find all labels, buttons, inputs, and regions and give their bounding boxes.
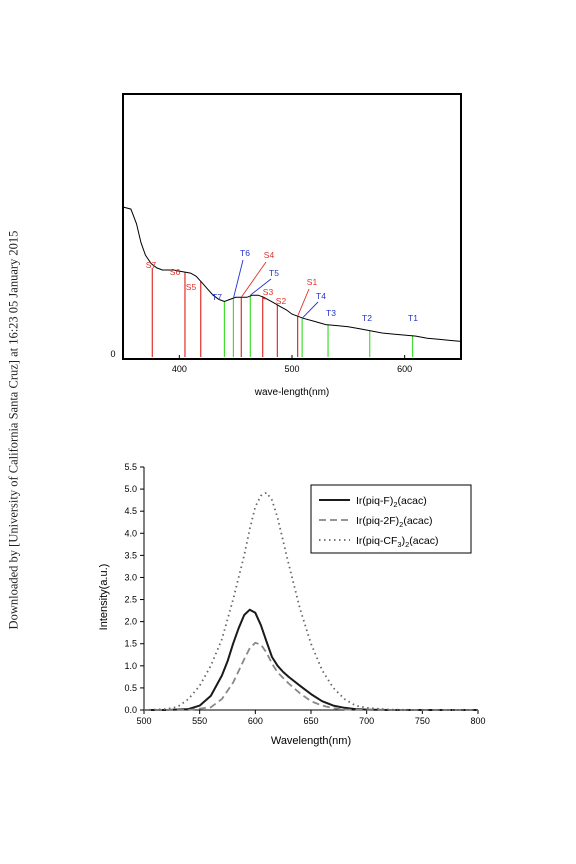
- x-tick-label: 750: [415, 716, 430, 726]
- x-tick-label: 800: [470, 716, 485, 726]
- y-tick-label: 3.5: [124, 550, 137, 560]
- absorption-curve: [122, 206, 462, 342]
- y-tick-label: 1.5: [124, 639, 137, 649]
- y-tick-label: 0: [110, 349, 115, 359]
- x-tick-label: 500: [136, 716, 151, 726]
- legend-label-2: Ir(piq-2F)2(acac): [356, 515, 433, 529]
- pointer-line: [240, 261, 267, 298]
- singlet-label-s6: S6: [170, 267, 181, 277]
- pointer-line: [262, 297, 267, 300]
- x-axis-label: wave-length(nm): [254, 387, 329, 398]
- series-line-1: [144, 608, 478, 711]
- series-line-3: [143, 491, 478, 711]
- pointer-line: [232, 259, 244, 299]
- x-tick-label: 650: [303, 716, 318, 726]
- legend-box: [310, 484, 472, 554]
- triplet-label-t3: T3: [326, 308, 336, 318]
- x-tick-label: 400: [172, 364, 187, 374]
- x-tick-label: 600: [248, 716, 263, 726]
- triplet-label-t7: T7: [212, 292, 222, 302]
- series-line-2: [144, 641, 478, 711]
- y-axis-label: Intensity(a.u.): [98, 564, 110, 631]
- x-tick-label: 500: [284, 364, 299, 374]
- y-tick-label: 5.5: [124, 462, 137, 472]
- triplet-label-t4: T4: [316, 291, 326, 301]
- pointer-line: [297, 288, 310, 317]
- y-tick-label: 0.5: [124, 683, 137, 693]
- triplet-label-t6: T6: [240, 248, 250, 258]
- y-tick-label: 2.5: [124, 595, 137, 605]
- y-tick-label: 4.5: [124, 506, 137, 516]
- singlet-label-s1: S1: [307, 277, 318, 287]
- legend-label-3: Ir(piq-CF3)2(acac): [356, 535, 438, 549]
- pointer-line: [250, 278, 272, 296]
- singlet-label-s4: S4: [264, 250, 275, 260]
- x-tick-label: 600: [397, 364, 412, 374]
- x-axis-label: Wavelength(nm): [271, 735, 351, 747]
- y-tick-label: 2.0: [124, 617, 137, 627]
- x-tick-label: 550: [192, 716, 207, 726]
- pointer-line: [301, 301, 319, 319]
- singlet-label-s2: S2: [276, 296, 287, 306]
- legend-label-1: Ir(piq-F)2(acac): [356, 495, 427, 509]
- x-tick-label: 700: [359, 716, 374, 726]
- triplet-label-t1: T1: [408, 313, 418, 323]
- triplet-label-t5: T5: [269, 268, 279, 278]
- emission-chart: 0.0 0.5 1.0 1.5 2.0 2.5 3.0 3.5 4.0 4.5 5.0 5.5 500 5…: [98, 462, 486, 747]
- singlet-label-s7: S7: [146, 260, 157, 270]
- singlet-label-s5: S5: [186, 282, 197, 292]
- y-tick-label: 0.0: [124, 705, 137, 715]
- y-tick-label: 3.0: [124, 572, 137, 582]
- triplet-label-t2: T2: [362, 313, 372, 323]
- singlet-label-s3: S3: [263, 287, 274, 297]
- legend: Ir(piq-F)2(acac) Ir(piq-2F)2(acac) Ir(piq-…: [310, 484, 472, 554]
- y-tick-label: 5.0: [124, 484, 137, 494]
- y-tick-label: 1.0: [124, 661, 137, 671]
- y-tick-label: 4.0: [124, 528, 137, 538]
